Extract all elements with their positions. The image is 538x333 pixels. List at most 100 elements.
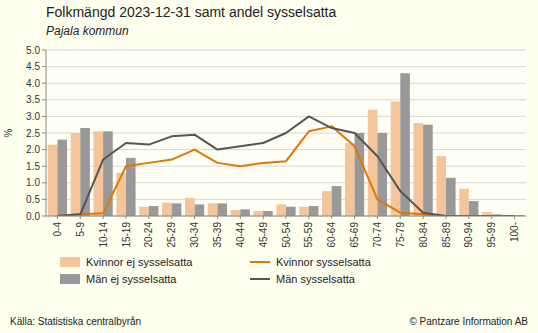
bar xyxy=(368,110,378,216)
bar xyxy=(208,203,218,216)
title: Folkmängd 2023-12-31 samt andel sysselsa… xyxy=(46,4,336,20)
bar xyxy=(94,131,104,216)
x-tick-label: 80-84 xyxy=(418,222,429,248)
grid-line xyxy=(46,166,526,167)
x-tick xyxy=(400,216,401,219)
x-tick-label: 95-99 xyxy=(486,222,497,248)
y-axis: 0.00.51.01.52.02.53.03.54.04.55.0 xyxy=(26,45,526,222)
bar xyxy=(322,191,332,216)
y-tick-label: 3.5 xyxy=(26,94,40,105)
y-axis-label: % xyxy=(3,128,14,137)
x-tick xyxy=(308,216,309,219)
bar xyxy=(345,143,355,216)
bar xyxy=(446,178,456,216)
y-tick xyxy=(42,50,46,51)
x-tick xyxy=(446,216,447,219)
bar xyxy=(139,207,149,216)
legend-swatch xyxy=(60,257,80,267)
bar xyxy=(240,209,250,216)
legend-label: Män sysselsatta xyxy=(276,273,356,285)
x-tick-label: 5-9 xyxy=(75,222,86,237)
y-tick xyxy=(42,216,46,217)
x-tick xyxy=(171,216,172,219)
bar xyxy=(185,198,195,216)
y-tick xyxy=(42,66,46,67)
x-tick-label: 10-14 xyxy=(98,222,109,248)
x-tick xyxy=(263,216,264,219)
x-tick xyxy=(377,216,378,219)
bar xyxy=(276,204,286,216)
line xyxy=(57,126,514,216)
x-tick xyxy=(331,216,332,219)
bar xyxy=(263,211,273,216)
y-tick xyxy=(42,199,46,200)
y-tick xyxy=(42,149,46,150)
legend-swatch xyxy=(60,274,80,284)
legend-label: Kvinnor sysselsatta xyxy=(276,256,372,268)
bar xyxy=(469,201,479,216)
legend: Kvinnor ej sysselsatta Män ej sysselsatta… xyxy=(60,256,372,285)
grid-line xyxy=(46,50,526,51)
x-tick-label: 40-44 xyxy=(235,222,246,248)
data-marks xyxy=(48,73,524,216)
x-tick-label: 50-54 xyxy=(281,222,292,248)
x-tick-label: 55-59 xyxy=(303,222,314,248)
x-tick xyxy=(148,216,149,219)
bar xyxy=(172,203,182,216)
y-tick xyxy=(42,83,46,84)
x-tick xyxy=(217,216,218,219)
bar-series xyxy=(48,101,515,216)
x-tick xyxy=(491,216,492,219)
bar xyxy=(149,206,159,216)
y-tick-label: 2.0 xyxy=(26,144,40,155)
x-tick xyxy=(57,216,58,219)
x-tick xyxy=(103,216,104,219)
bar xyxy=(423,125,433,216)
bar xyxy=(116,173,126,216)
grid-line xyxy=(46,99,526,100)
bar xyxy=(355,133,365,216)
y-tick-label: 3.0 xyxy=(26,111,40,122)
source-note: © Pantzare Information AB xyxy=(409,316,528,327)
y-tick-label: 1.0 xyxy=(26,177,40,188)
x-tick xyxy=(194,216,195,219)
x-tick xyxy=(468,216,469,219)
bar xyxy=(286,207,296,216)
y-tick-label: 4.5 xyxy=(26,61,40,72)
x-tick-label: 45-49 xyxy=(258,222,269,248)
y-tick xyxy=(42,182,46,183)
x-tick xyxy=(514,216,515,219)
x-tick-label: 70-74 xyxy=(372,222,383,248)
x-tick-label: 0-4 xyxy=(52,222,63,237)
bar xyxy=(459,189,469,216)
y-tick xyxy=(42,166,46,167)
x-axis: 0-45-910-1415-1920-2425-2930-3435-3940-4… xyxy=(52,216,520,248)
bar xyxy=(57,140,67,216)
bar xyxy=(71,133,81,216)
bar xyxy=(391,101,401,216)
legend-item: Män ej sysselsatta xyxy=(60,273,177,285)
x-tick xyxy=(286,216,287,219)
legend-item: Män sysselsatta xyxy=(250,273,356,285)
bar xyxy=(436,156,446,216)
y-tick xyxy=(42,116,46,117)
legend-label: Kvinnor ej sysselsatta xyxy=(86,256,193,268)
x-tick xyxy=(354,216,355,219)
grid-line xyxy=(46,83,526,84)
y-tick-label: 0.5 xyxy=(26,194,40,205)
x-tick xyxy=(423,216,424,219)
y-tick-label: 2.5 xyxy=(26,128,40,139)
x-tick-label: 30-34 xyxy=(189,222,200,248)
bar xyxy=(48,145,58,216)
legend-swatch xyxy=(250,278,270,280)
legend-label: Män ej sysselsatta xyxy=(86,273,177,285)
bar xyxy=(332,186,342,216)
subtitle: Pajala kommun xyxy=(46,24,129,38)
y-tick-label: 0.0 xyxy=(26,211,40,222)
bar xyxy=(299,207,309,216)
bar xyxy=(254,211,264,216)
legend-item: Kvinnor ej sysselsatta xyxy=(60,256,193,268)
legend-item: Kvinnor sysselsatta xyxy=(250,256,372,268)
x-tick-label: 65-69 xyxy=(349,222,360,248)
x-tick-label: 100- xyxy=(509,222,520,242)
